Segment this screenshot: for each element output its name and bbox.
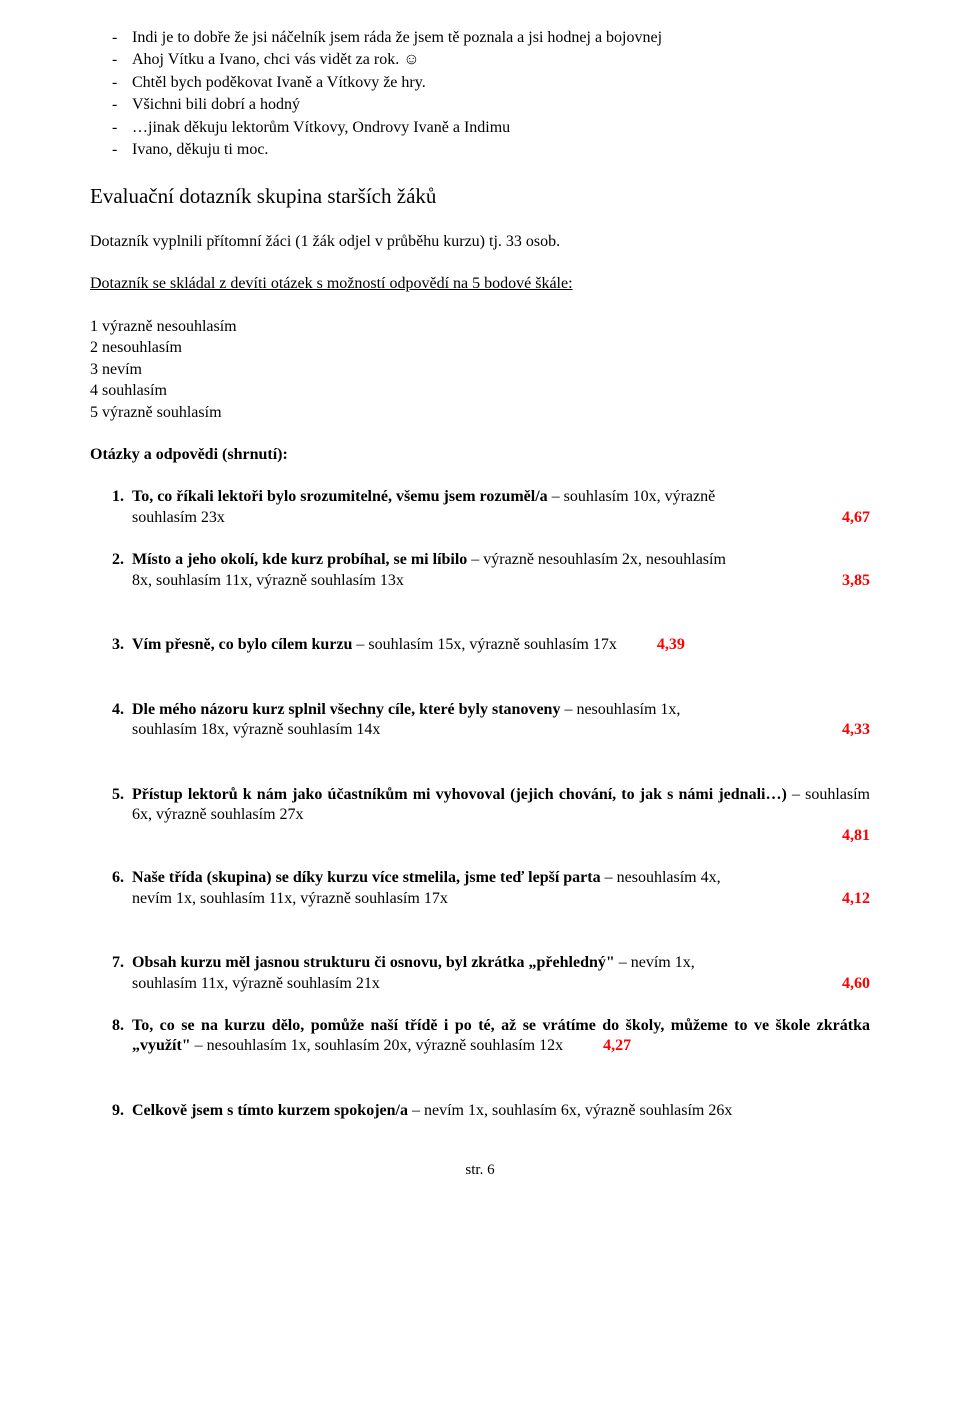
- dash: -: [90, 50, 132, 70]
- qa-rest: – souhlasím 15x, výrazně souhlasím 17x: [352, 636, 616, 653]
- page: -Indi je to dobře že jsi náčelník jsem r…: [0, 0, 960, 1403]
- list-item: -Všichni bili dobrí a hodný: [90, 95, 870, 115]
- qa-score: 4,60: [842, 974, 870, 994]
- qa-bold: Obsah kurzu měl jasnou strukturu či osno…: [132, 954, 615, 971]
- qa-bold: To, co říkali lektoři bylo srozumitelné,…: [132, 488, 548, 505]
- qa-body: Přístup lektorů k nám jako účastníkům mi…: [132, 785, 870, 846]
- qa-bold: Celkově jsem s tímto kurzem spokojen/a: [132, 1102, 408, 1119]
- qa-body: To, co se na kurzu dělo, pomůže naší tří…: [132, 1016, 870, 1057]
- dash: -: [90, 140, 132, 160]
- qa-score: 4,12: [842, 889, 870, 909]
- qa-rest: souhlasím 18x, výrazně souhlasím 14x: [132, 720, 842, 740]
- qa-bold: Vím přesně, co bylo cílem kurzu: [132, 636, 352, 653]
- qa-item-6: 6. Naše třída (skupina) se díky kurzu ví…: [90, 868, 870, 909]
- scale-list: 1 výrazně nesouhlasím 2 nesouhlasím 3 ne…: [90, 317, 870, 423]
- qa-body: Celkově jsem s tímto kurzem spokojen/a –…: [132, 1101, 870, 1121]
- list-item: -Ivano, děkuju ti moc.: [90, 140, 870, 160]
- dash: -: [90, 95, 132, 115]
- qa-item-1: 1. To, co říkali lektoři bylo srozumitel…: [90, 487, 870, 528]
- qa-number: 9.: [90, 1101, 132, 1121]
- qa-rest: nevím 1x, souhlasím 11x, výrazně souhlas…: [132, 889, 842, 909]
- section-heading: Evaluační dotazník skupina starších žáků: [90, 183, 870, 210]
- qa-rest: – souhlasím 10x, výrazně: [548, 488, 716, 505]
- qa-item-7: 7. Obsah kurzu měl jasnou strukturu či o…: [90, 953, 870, 994]
- qa-item-4: 4. Dle mého názoru kurz splnil všechny c…: [90, 700, 870, 741]
- list-text: …jinak děkuju lektorům Vítkovy, Ondrovy …: [132, 118, 870, 138]
- qa-list: 1. To, co říkali lektoři bylo srozumitel…: [90, 487, 870, 1121]
- qa-rest: – nesouhlasím 4x,: [601, 869, 721, 886]
- qa-rest: 8x, souhlasím 11x, výrazně souhlasím 13x: [132, 571, 842, 591]
- qa-item-9: 9. Celkově jsem s tímto kurzem spokojen/…: [90, 1101, 870, 1121]
- qa-bold: Místo a jeho okolí, kde kurz probíhal, s…: [132, 551, 467, 568]
- qa-rest: – nevím 1x, souhlasím 6x, výrazně souhla…: [408, 1102, 732, 1119]
- scale-item: 3 nevím: [90, 360, 870, 380]
- qa-score: 4,67: [842, 508, 870, 528]
- qa-body: To, co říkali lektoři bylo srozumitelné,…: [132, 487, 870, 528]
- intro-paragraph: Dotazník vyplnili přítomní žáci (1 žák o…: [90, 232, 870, 252]
- list-text: Ivano, děkuju ti moc.: [132, 140, 870, 160]
- qa-number: 8.: [90, 1016, 132, 1057]
- qa-score: 4,27: [603, 1037, 631, 1054]
- qa-number: 2.: [90, 550, 132, 591]
- dash: -: [90, 118, 132, 138]
- qa-heading: Otázky a odpovědi (shrnutí):: [90, 445, 870, 465]
- qa-rest: – nevím 1x,: [615, 954, 695, 971]
- qa-bold: Přístup lektorů k nám jako účastníkům mi…: [132, 786, 787, 803]
- page-footer: str. 6: [90, 1161, 870, 1180]
- qa-rest: souhlasím 23x: [132, 508, 842, 528]
- qa-body: Obsah kurzu měl jasnou strukturu či osno…: [132, 953, 870, 994]
- qa-item-5: 5. Přístup lektorů k nám jako účastníkům…: [90, 785, 870, 846]
- qa-body: Naše třída (skupina) se díky kurzu více …: [132, 868, 870, 909]
- qa-number: 1.: [90, 487, 132, 528]
- dash: -: [90, 73, 132, 93]
- qa-score: 4,33: [842, 720, 870, 740]
- qa-item-3: 3. Vím přesně, co bylo cílem kurzu – sou…: [90, 635, 870, 655]
- scale-item: 2 nesouhlasím: [90, 338, 870, 358]
- list-text: Indi je to dobře že jsi náčelník jsem rá…: [132, 28, 870, 48]
- qa-body: Místo a jeho okolí, kde kurz probíhal, s…: [132, 550, 870, 591]
- qa-score: 4,81: [842, 826, 870, 846]
- qa-rest: – nesouhlasím 1x, souhlasím 20x, výrazně…: [191, 1037, 563, 1054]
- qa-score: 4,39: [657, 636, 685, 653]
- qa-spacer: [132, 826, 842, 846]
- list-item: -Chtěl bych poděkovat Ivaně a Vítkovy že…: [90, 73, 870, 93]
- scale-item: 1 výrazně nesouhlasím: [90, 317, 870, 337]
- scale-item: 5 výrazně souhlasím: [90, 403, 870, 423]
- feedback-list: -Indi je to dobře že jsi náčelník jsem r…: [90, 28, 870, 161]
- list-item: -Ahoj Vítku a Ivano, chci vás vidět za r…: [90, 50, 870, 70]
- qa-rest: – nesouhlasím 1x,: [560, 701, 680, 718]
- scale-item: 4 souhlasím: [90, 381, 870, 401]
- qa-item-2: 2. Místo a jeho okolí, kde kurz probíhal…: [90, 550, 870, 591]
- list-item: -…jinak děkuju lektorům Vítkovy, Ondrovy…: [90, 118, 870, 138]
- qa-body: Dle mého názoru kurz splnil všechny cíle…: [132, 700, 870, 741]
- list-text: Ahoj Vítku a Ivano, chci vás vidět za ro…: [132, 50, 870, 70]
- qa-bold: Dle mého názoru kurz splnil všechny cíle…: [132, 701, 560, 718]
- qa-number: 6.: [90, 868, 132, 909]
- qa-bold: Naše třída (skupina) se díky kurzu více …: [132, 869, 601, 886]
- scale-intro: Dotazník se skládal z devíti otázek s mo…: [90, 274, 870, 294]
- qa-number: 5.: [90, 785, 132, 846]
- list-text: Chtěl bych poděkovat Ivaně a Vítkovy že …: [132, 73, 870, 93]
- qa-rest: – výrazně nesouhlasím 2x, nesouhlasím: [467, 551, 726, 568]
- list-item: -Indi je to dobře že jsi náčelník jsem r…: [90, 28, 870, 48]
- qa-number: 4.: [90, 700, 132, 741]
- dash: -: [90, 28, 132, 48]
- qa-rest: souhlasím 11x, výrazně souhlasím 21x: [132, 974, 842, 994]
- qa-number: 7.: [90, 953, 132, 994]
- qa-number: 3.: [90, 635, 132, 655]
- qa-item-8: 8. To, co se na kurzu dělo, pomůže naší …: [90, 1016, 870, 1057]
- qa-score: 3,85: [842, 571, 870, 591]
- list-text: Všichni bili dobrí a hodný: [132, 95, 870, 115]
- qa-body: Vím přesně, co bylo cílem kurzu – souhla…: [132, 635, 870, 655]
